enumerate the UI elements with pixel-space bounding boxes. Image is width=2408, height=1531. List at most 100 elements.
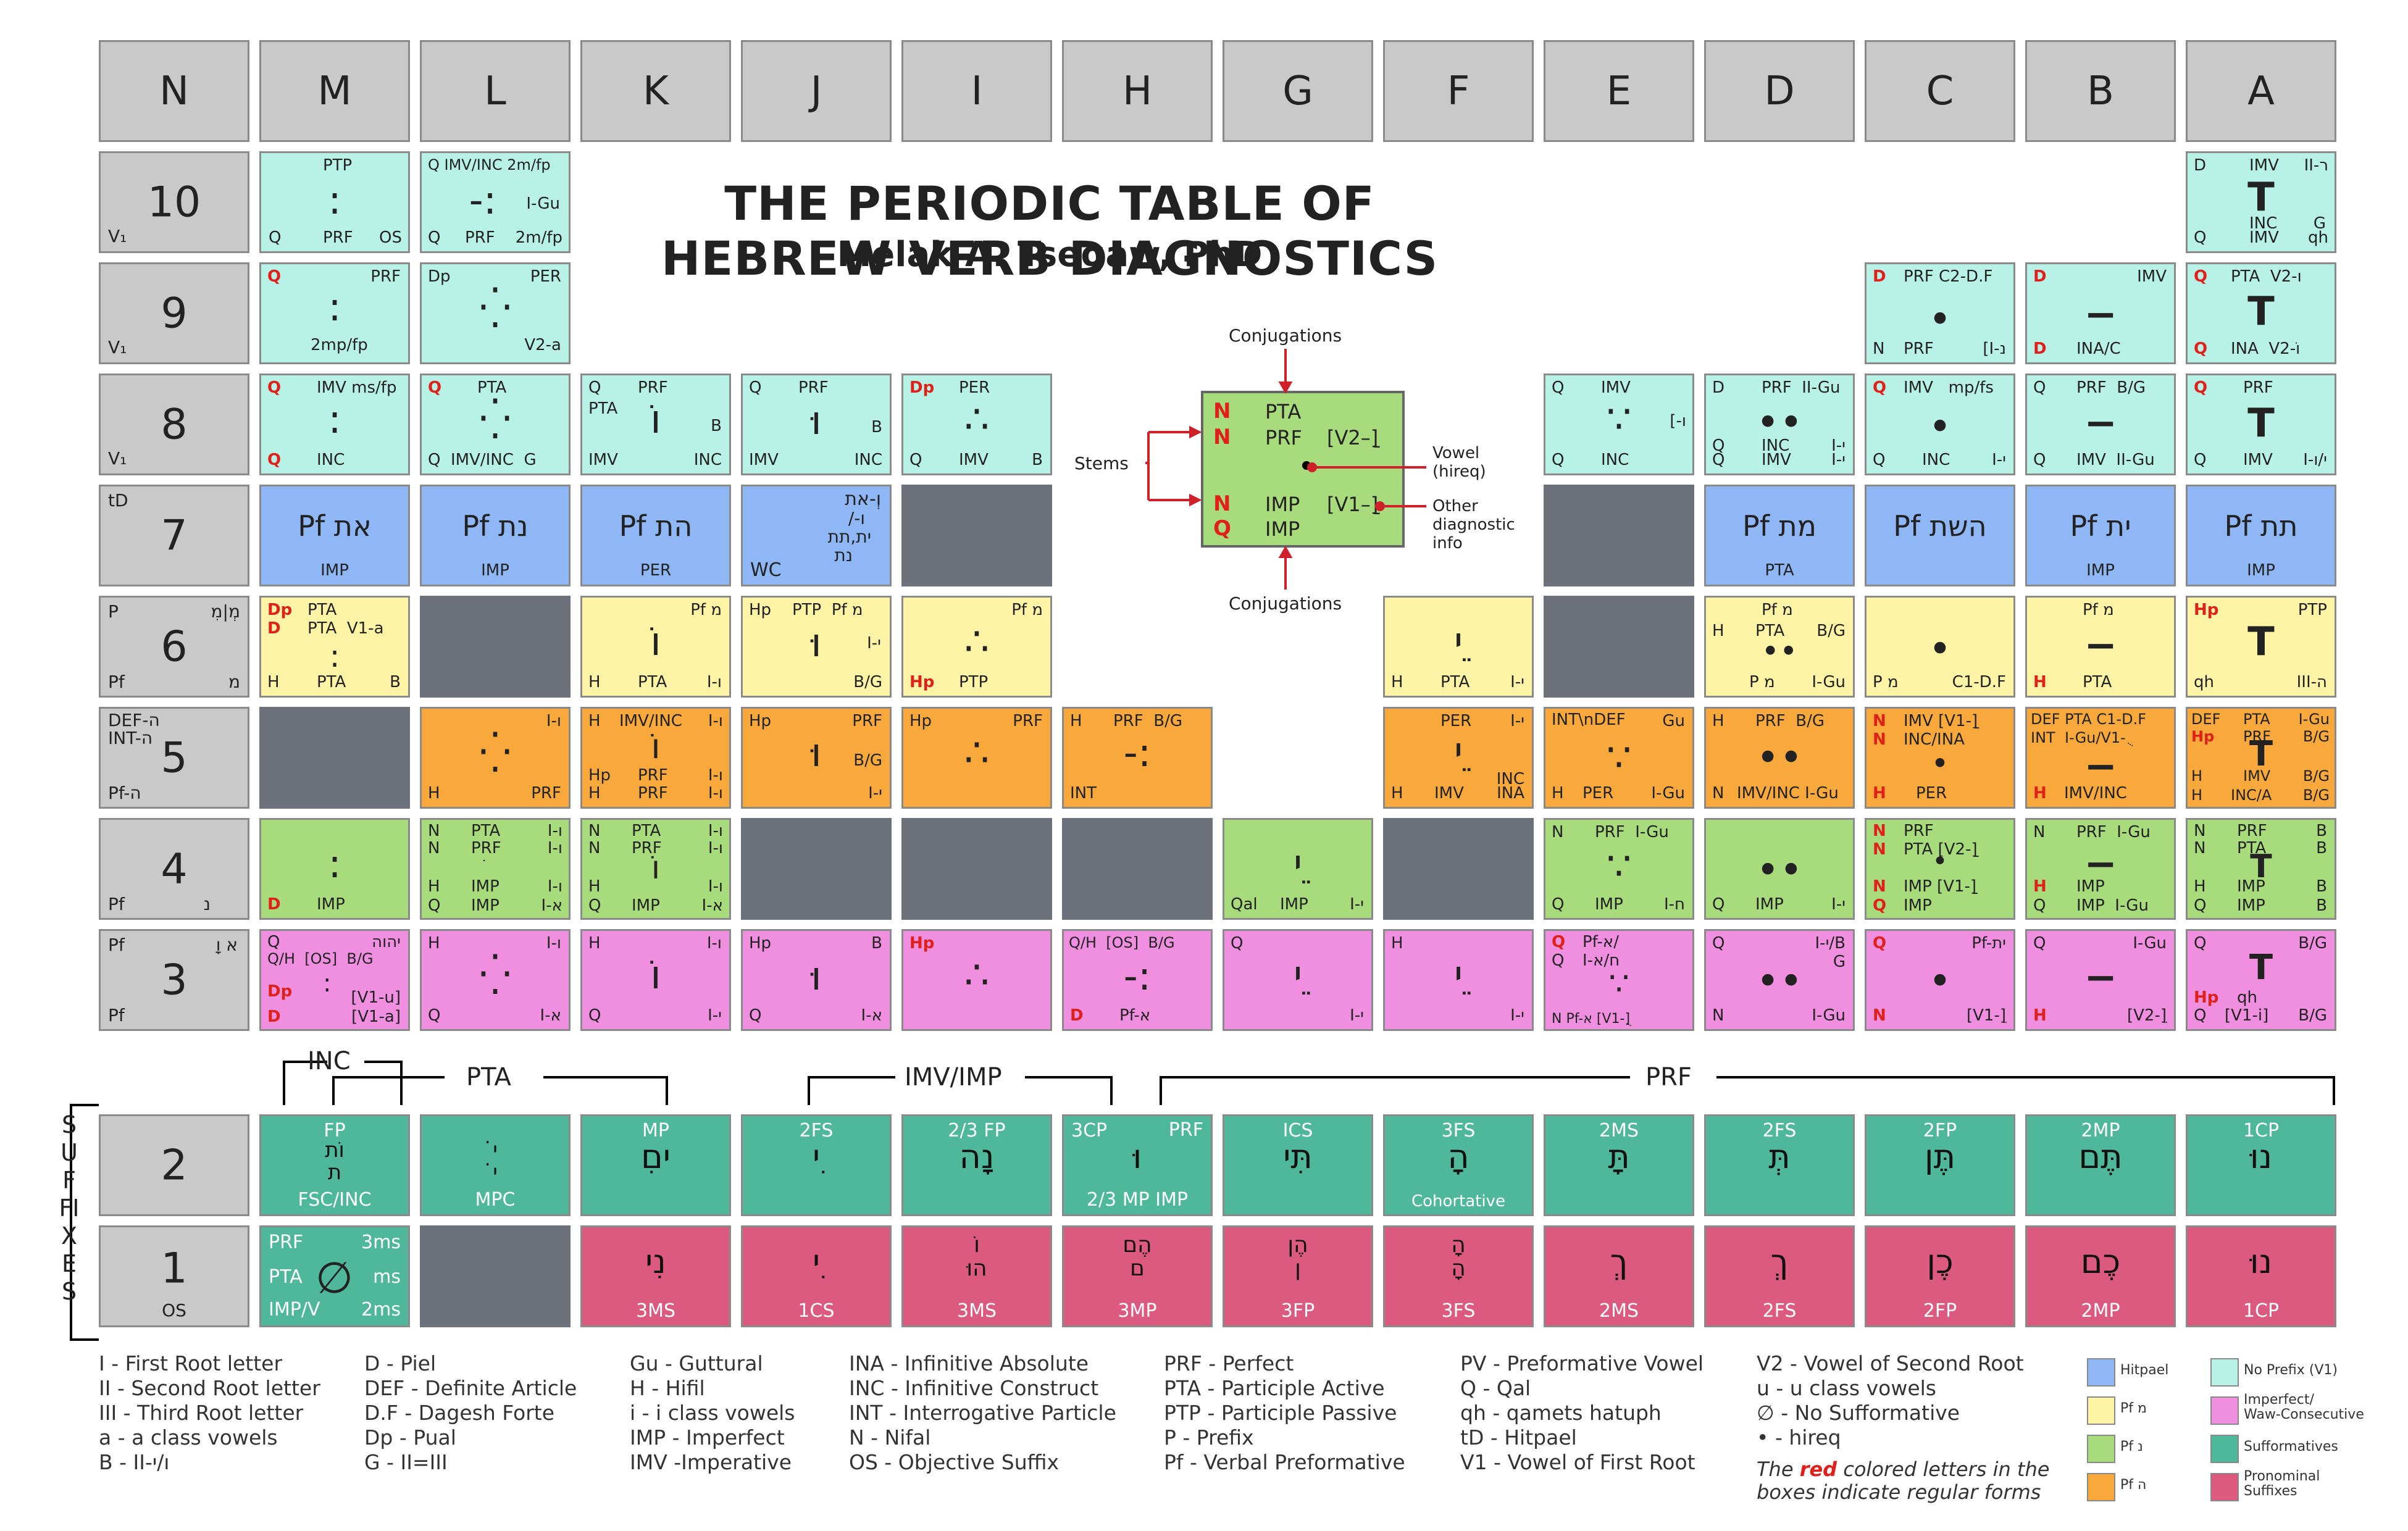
legend-entry: B - II-ו/י bbox=[99, 1450, 170, 1474]
cell-c7: Pf השת bbox=[1865, 485, 2015, 586]
cell-m5-empty bbox=[259, 707, 410, 809]
legend-note-b: colored letters in the boxes indicate re… bbox=[1757, 1458, 2050, 1504]
pronominal-label: 2MP bbox=[2081, 1300, 2120, 1322]
cell-g3: Q ֵי I-י bbox=[1223, 929, 1373, 1031]
sufformative-label: 2MS bbox=[1599, 1120, 1639, 1141]
cell-b5: DEF PTA C1-D.F INT I-Gu/V1-ֻ − H IMV/INC bbox=[2025, 707, 2176, 809]
row-number: 5 bbox=[161, 733, 188, 782]
sufformative-label: 2MP bbox=[2081, 1120, 2120, 1141]
color-swatch bbox=[2210, 1473, 2239, 1501]
hebrew-form: י̇ י̇ bbox=[493, 1138, 498, 1185]
cell-c4: N PRF N PTA [V2-ַ] • N IMP [V1-ַ] Q IMP bbox=[1865, 818, 2015, 920]
sufformative-cell: FP וֹת ת FSC/INC bbox=[259, 1114, 410, 1216]
cell-g4: ֵי Qal IMP I-י bbox=[1223, 818, 1373, 920]
pronominal-label: 2MS bbox=[1599, 1300, 1639, 1322]
cell-c9: D PRF C2-D.F • N PRF [I-נ bbox=[1865, 262, 2015, 364]
row-number: 6 bbox=[161, 622, 188, 671]
sufformative-cell: 2/3 FP נָה bbox=[901, 1114, 1052, 1216]
key-conjugations-top: Conjugations bbox=[1229, 325, 1342, 346]
legend-note-red: red bbox=[1799, 1458, 1837, 1481]
row-label-9: 9 V₁ bbox=[99, 262, 249, 364]
cell-i8: Dp PER ∴ Q IMV B bbox=[901, 373, 1052, 475]
row-label-10: 10 V₁ bbox=[99, 151, 249, 253]
key-conj: IMP bbox=[1265, 493, 1300, 516]
cell-f4-empty bbox=[1383, 818, 1534, 920]
cell-i4-empty bbox=[901, 818, 1052, 920]
sufformative-sublabel: FSC/INC bbox=[298, 1189, 372, 1211]
empty-set-icon: ∅ bbox=[316, 1253, 353, 1303]
pronominal-suffix-cell: הָ הָ 3FS bbox=[1383, 1225, 1534, 1327]
cell-l7: Pf נת IMP bbox=[420, 485, 571, 586]
key-info: [V1–ַ] bbox=[1327, 493, 1379, 516]
sufformative-cell: 2FS תְּ bbox=[1704, 1114, 1855, 1216]
cell-e6-empty bbox=[1544, 596, 1694, 698]
legend-entry: V1 - Vowel of First Root bbox=[1460, 1450, 1695, 1474]
cell-d7: Pf מת PTA bbox=[1704, 485, 1855, 586]
cell-b8: Q PRF B/G − Q IMV II-Gu bbox=[2025, 373, 2176, 475]
sufformative-cell: 1CP נוּ bbox=[2186, 1114, 2336, 1216]
row-sub: V₁ bbox=[108, 337, 127, 357]
legend-entry: P - Prefix bbox=[1164, 1425, 1254, 1450]
pronominal-suffix-cell: הֶם ם 3MP bbox=[1062, 1225, 1213, 1327]
column-header-f: F bbox=[1383, 40, 1534, 142]
sufformative-sublabel: MPC bbox=[475, 1189, 516, 1211]
hebrew-form: תֶּן bbox=[1924, 1137, 1956, 1176]
row-sub: Pf bbox=[108, 672, 125, 692]
legend-note-a: The bbox=[1757, 1458, 1800, 1481]
column-header-j: J bbox=[741, 40, 892, 142]
color-swatch bbox=[2210, 1435, 2239, 1463]
cell-k6: Pf מ וֹ H PTA I-ו bbox=[580, 596, 731, 698]
cell-d5: H PRF B/G •• N IMV/INC I-Gu bbox=[1704, 707, 1855, 809]
row-sub: V₁ bbox=[108, 448, 127, 469]
pronominal-suffix-cell: וֹ הוּ 3MS bbox=[901, 1225, 1052, 1327]
cell-j4-empty bbox=[741, 818, 892, 920]
cell-m3: Q יהוה Q/H [OS] B/G Dp [V1-u] D [V1-a] : bbox=[259, 929, 410, 1031]
cell-e3: Q Pf-א/ Q I-ח/א ∵ N Pf-א [V1-ֻ] bbox=[1544, 929, 1694, 1031]
hebrew-form: וֹת ת bbox=[325, 1138, 345, 1185]
legend-entry: OS - Objective Suffix bbox=[849, 1450, 1060, 1474]
hebrew-form: תִּי bbox=[1283, 1137, 1313, 1176]
sufformative-sublabel: 2/3 MP IMP bbox=[1086, 1189, 1189, 1211]
hebrew-form: הֶן ן bbox=[1287, 1232, 1308, 1281]
row-label-2: 2 bbox=[99, 1114, 249, 1216]
color-key-label: Pf נ bbox=[2120, 1439, 2143, 1454]
row-number: 2 bbox=[161, 1141, 188, 1190]
hebrew-form: הָ הָ bbox=[1451, 1232, 1466, 1281]
sufformative-label: 3CP bbox=[1071, 1120, 1108, 1141]
row-sub: V₁ bbox=[108, 226, 127, 246]
legend-entry: • - hireq bbox=[1757, 1425, 1841, 1450]
row-label-6: 6 P מְ|מִ Pf מ bbox=[99, 596, 249, 698]
legend-entry: III - Third Root letter bbox=[99, 1401, 304, 1425]
sufformative-label: FP bbox=[324, 1120, 346, 1141]
cell-f3: H ֵי I-י bbox=[1383, 929, 1534, 1031]
key-info: [V2–ַ] bbox=[1327, 426, 1379, 449]
pronominal-label: 1CP bbox=[2243, 1300, 2280, 1322]
sufformative-cell: י̇ י̇ MPC bbox=[420, 1114, 571, 1216]
cell-m6: Dp PTA D PTA V1-a : H PTA B bbox=[259, 596, 410, 698]
sufformative-label: 2FS bbox=[799, 1120, 834, 1141]
legend-entry: II - Second Root letter bbox=[99, 1376, 320, 1400]
legend-entry: DEF - Definite Article bbox=[364, 1376, 577, 1400]
pronominal-label: 3FS bbox=[1441, 1300, 1476, 1322]
cell-k8: Q PRF PTA וֹ B IMV INC bbox=[580, 373, 731, 475]
legend-entry: N - Nifal bbox=[849, 1425, 931, 1450]
pronominal-label: 2FS bbox=[1762, 1300, 1797, 1322]
cell-c5: N IMV [V1-ַ] N INC/INA • H PER bbox=[1865, 707, 2015, 809]
color-key-label: No Prefix (V1) bbox=[2244, 1362, 2338, 1378]
hebrew-form: וּ bbox=[1132, 1137, 1142, 1176]
color-key-label: Imperfect/ Waw-Consecutive bbox=[2244, 1392, 2364, 1423]
cell-m8: Q IMV ms/fp : Q INC bbox=[259, 373, 410, 475]
os-pta: PTA bbox=[269, 1266, 303, 1288]
row-sub: א וָ bbox=[215, 935, 238, 955]
cell-k3: H I-ו וֹ Q I-י bbox=[580, 929, 731, 1031]
legend-entry: a - a class vowels bbox=[99, 1425, 278, 1450]
legend-entry: PV - Preformative Vowel bbox=[1460, 1351, 1704, 1375]
row-number: 4 bbox=[161, 845, 188, 893]
os-prf: PRF bbox=[269, 1232, 304, 1253]
column-header-a: A bbox=[2186, 40, 2336, 142]
cell-l5: I-ו ⁛ H PRF bbox=[420, 707, 571, 809]
page-title: THE PERIODIC TABLE OF HEBREW VERB DIAGNO… bbox=[661, 176, 1439, 286]
row-label-4: 4 Pf נ bbox=[99, 818, 249, 920]
